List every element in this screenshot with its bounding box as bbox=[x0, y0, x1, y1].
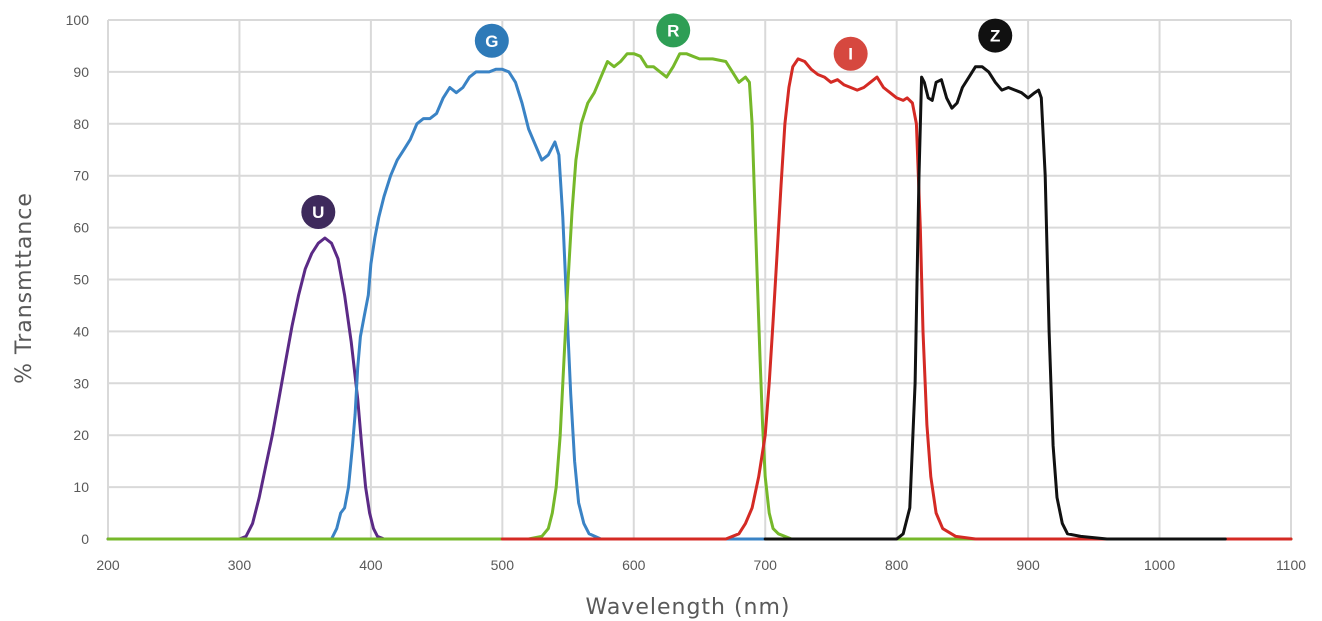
y-tick-label: 80 bbox=[73, 116, 89, 132]
y-tick-label: 70 bbox=[73, 168, 89, 184]
y-tick-label: 90 bbox=[73, 64, 89, 80]
y-tick-label: 0 bbox=[81, 531, 89, 547]
series-badge-label: R bbox=[667, 21, 679, 40]
series-badge-label: I bbox=[848, 45, 853, 64]
x-tick-label: 300 bbox=[228, 557, 252, 573]
y-tick-label: 20 bbox=[73, 427, 89, 443]
x-tick-labels: 200 300 400 500 600 700 800 900 1000 1100 bbox=[96, 557, 1306, 573]
x-tick-label: 900 bbox=[1016, 557, 1040, 573]
series-line-u bbox=[106, 236, 504, 541]
series-lines bbox=[106, 52, 1293, 541]
series-badge-u: U bbox=[301, 195, 336, 230]
series-badge-circle bbox=[474, 23, 509, 58]
series-badge-circle bbox=[833, 36, 868, 71]
y-tick-label: 30 bbox=[73, 375, 89, 391]
series-line-r bbox=[106, 52, 1293, 541]
series-badges: U G R I Z bbox=[301, 13, 1013, 230]
series-badge-g: G bbox=[474, 23, 509, 58]
series-badge-circle bbox=[978, 18, 1013, 53]
series-badge-r: R bbox=[656, 13, 691, 48]
y-axis-title: % Transmttance bbox=[12, 192, 37, 384]
y-tick-label: 50 bbox=[73, 272, 89, 288]
x-tick-label: 700 bbox=[754, 557, 778, 573]
series-badge-label: U bbox=[312, 203, 324, 222]
series-badge-label: Z bbox=[990, 27, 1000, 46]
x-tick-label: 500 bbox=[491, 557, 515, 573]
x-tick-label: 400 bbox=[359, 557, 383, 573]
x-tick-label: 1000 bbox=[1144, 557, 1175, 573]
series-line-g bbox=[264, 67, 767, 541]
y-tick-label: 40 bbox=[73, 323, 89, 339]
series-line-z bbox=[763, 65, 1227, 541]
y-tick-labels: 0 10 20 30 40 50 60 70 80 90 100 bbox=[66, 12, 90, 547]
series-badge-circle bbox=[656, 13, 691, 48]
x-tick-label: 200 bbox=[96, 557, 120, 573]
series-line-i bbox=[500, 57, 1293, 541]
x-axis-title: Wavelength (nm) bbox=[585, 595, 790, 620]
series-badge-i: I bbox=[833, 36, 868, 71]
x-tick-label: 800 bbox=[885, 557, 909, 573]
x-tick-label: 600 bbox=[622, 557, 646, 573]
y-tick-label: 60 bbox=[73, 220, 89, 236]
series-badge-label: G bbox=[485, 32, 498, 51]
series-badge-z: Z bbox=[978, 18, 1013, 53]
series-badge-circle bbox=[301, 195, 336, 230]
y-tick-label: 100 bbox=[66, 12, 90, 28]
y-tick-label: 10 bbox=[73, 479, 89, 495]
x-tick-label: 1100 bbox=[1276, 557, 1306, 573]
